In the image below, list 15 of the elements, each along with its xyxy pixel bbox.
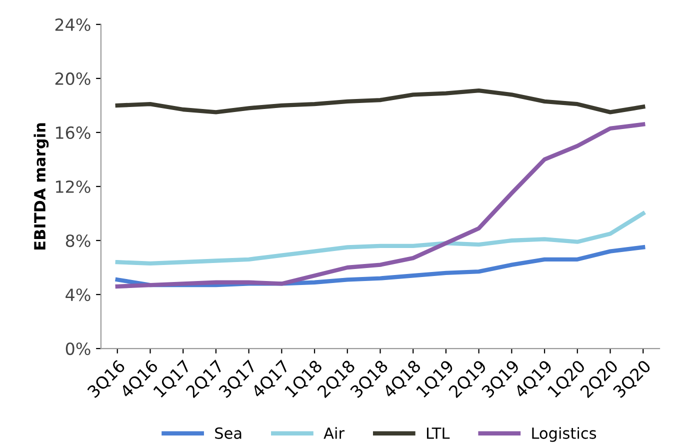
legend-label: Air (324, 427, 345, 439)
legend-label: Logistics (532, 427, 596, 442)
legend-label: LTL (426, 428, 450, 439)
y-tick-label: 0% (66, 342, 90, 356)
y-tick-label: 20% (55, 72, 90, 86)
y-axis-title: EBITDA margin (34, 123, 49, 250)
y-tick-label: 4% (66, 288, 90, 302)
line-series (115, 88, 646, 114)
y-tick-label: 16% (56, 126, 90, 140)
line-series (115, 122, 646, 288)
y-tick-label: 8% (66, 234, 90, 248)
y-tick-label: 24% (55, 18, 90, 31)
legend-label: Sea (215, 427, 242, 439)
line-series (115, 211, 646, 266)
y-tick-label: 12% (56, 180, 90, 194)
